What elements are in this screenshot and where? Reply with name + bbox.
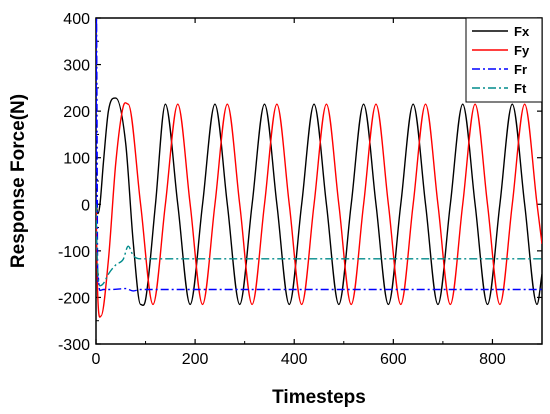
legend-label-ft: Ft (514, 81, 527, 96)
y-tick-label: -100 (58, 244, 90, 261)
x-tick-label: 800 (479, 351, 506, 368)
y-tick-label: -300 (58, 337, 90, 354)
series-layer (96, 18, 542, 318)
y-tick-label: 400 (63, 11, 90, 28)
legend-label-fx: Fx (514, 24, 530, 39)
series-line-fy (96, 102, 542, 318)
y-tick-label: 0 (81, 197, 90, 214)
series-line-ft (96, 204, 542, 287)
legend-label-fr: Fr (514, 62, 527, 77)
x-tick-label: 200 (182, 351, 209, 368)
x-tick-label: 0 (92, 351, 101, 368)
x-axis: 0 200 400 600 800 (92, 18, 506, 368)
y-tick-label: 200 (63, 104, 90, 121)
series-line-fx (96, 97, 542, 307)
legend-label-fy: Fy (514, 43, 530, 58)
y-tick-label: 300 (63, 58, 90, 75)
y-tick-label: -200 (58, 290, 90, 307)
y-tick-label: 100 (63, 151, 90, 168)
legend: Fx Fy Fr Ft (465, 17, 543, 103)
series-line-fr (96, 18, 542, 292)
x-tick-label: 400 (281, 351, 308, 368)
x-axis-title: Timesteps (272, 387, 366, 408)
x-tick-label: 600 (380, 351, 407, 368)
legend-items: Fx Fy Fr Ft (472, 24, 530, 96)
y-axis-title: Response Force(N) (8, 94, 29, 268)
